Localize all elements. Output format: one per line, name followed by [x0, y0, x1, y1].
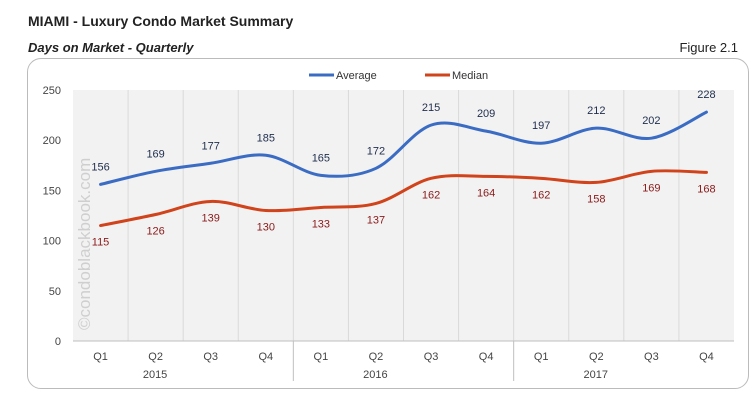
legend-label-median: Median	[452, 70, 488, 82]
series-line-average	[99, 110, 708, 186]
x-tick-label: Q1	[314, 351, 329, 363]
watermark: ©condoblackbook.com	[75, 158, 94, 330]
data-label-median: 158	[587, 193, 605, 205]
data-label-median: 130	[257, 221, 275, 233]
data-label-median: 139	[202, 212, 220, 224]
data-label-median: 168	[697, 183, 715, 195]
data-label-median: 133	[312, 218, 330, 230]
x-tick-label: Q3	[424, 351, 439, 363]
data-label-median: 169	[642, 182, 660, 194]
x-tick-label: Q2	[369, 351, 384, 363]
chart-subtitle: Days on Market - Quarterly	[28, 40, 194, 55]
x-tick-label: Q3	[203, 351, 218, 363]
data-label-average: 197	[532, 120, 550, 132]
x-tick-label: Q4	[479, 351, 494, 363]
data-label-median: 164	[477, 187, 495, 199]
data-label-average: 228	[697, 89, 715, 101]
data-label-average: 169	[146, 148, 164, 160]
y-tick-label: 0	[55, 336, 61, 348]
data-label-median: 115	[92, 237, 110, 249]
data-label-average: 185	[257, 132, 275, 144]
figure-number: Figure 2.1	[679, 40, 738, 55]
year-label: 2017	[584, 369, 608, 381]
data-label-average: 156	[91, 161, 109, 173]
y-tick-label: 100	[43, 236, 61, 248]
x-tick-label: Q2	[589, 351, 604, 363]
data-label-median: 162	[422, 189, 440, 201]
chart-frame	[27, 58, 749, 389]
x-tick-label: Q2	[148, 351, 163, 363]
x-tick-label: Q1	[534, 351, 549, 363]
data-label-average: 202	[642, 115, 660, 127]
data-label-median: 162	[532, 189, 550, 201]
legend-label-average: Average	[336, 70, 377, 82]
data-label-average: 215	[422, 102, 440, 114]
x-tick-label: Q3	[644, 351, 659, 363]
data-label-average: 177	[202, 140, 220, 152]
report-title: MIAMI - Luxury Condo Market Summary	[28, 13, 294, 29]
series-line-median	[99, 169, 708, 228]
y-tick-label: 250	[43, 85, 61, 97]
x-tick-label: Q1	[93, 351, 108, 363]
year-label: 2015	[143, 369, 167, 381]
data-label-median: 126	[146, 225, 164, 237]
x-tick-label: Q4	[699, 351, 714, 363]
data-label-median: 137	[367, 214, 385, 226]
data-label-average: 165	[312, 152, 330, 164]
data-label-average: 212	[587, 105, 605, 117]
year-label: 2016	[363, 369, 387, 381]
data-label-average: 172	[367, 145, 385, 157]
y-tick-label: 50	[49, 286, 61, 298]
x-tick-label: Q4	[258, 351, 273, 363]
y-tick-label: 150	[43, 185, 61, 197]
data-label-average: 209	[477, 108, 495, 120]
y-tick-label: 200	[43, 135, 61, 147]
